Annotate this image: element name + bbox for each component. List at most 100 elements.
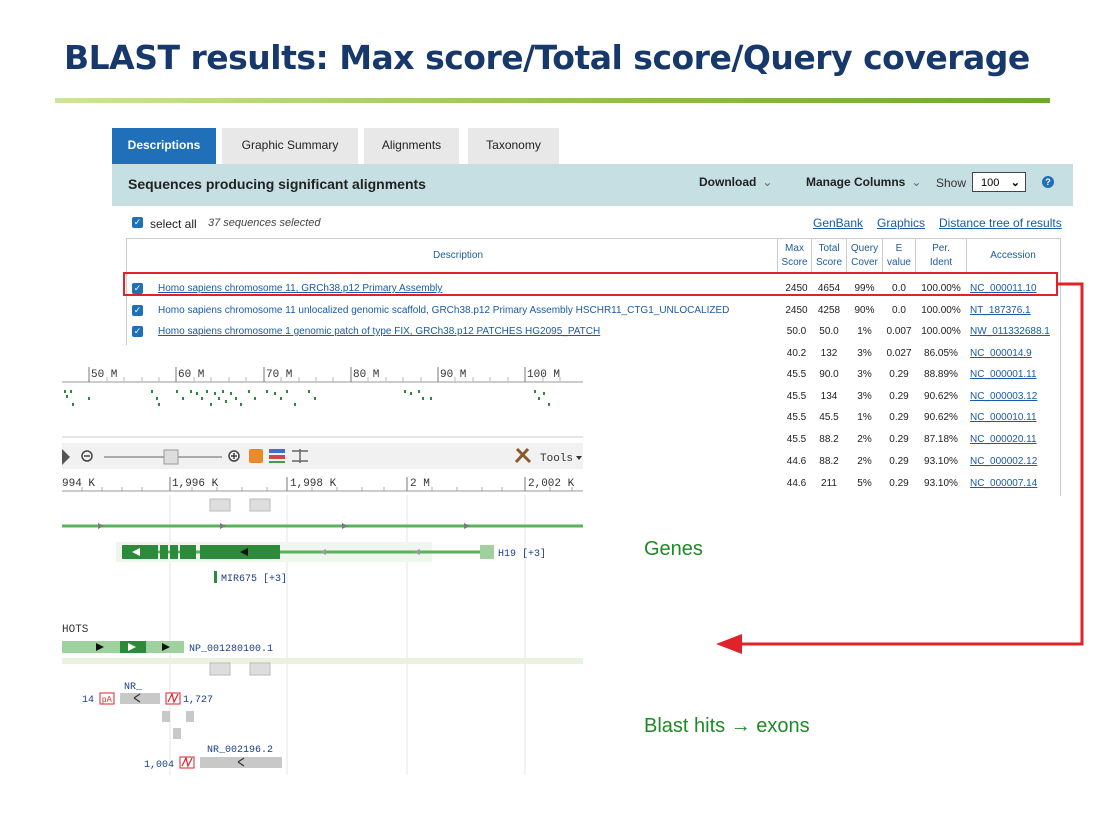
tab-taxonomy[interactable]: Taxonomy [468,128,559,164]
zoom-slider-handle[interactable] [163,449,179,465]
protein-label[interactable]: NP_001280100.1 [189,644,273,655]
zoom-tick: 2 M [410,478,430,490]
total-score-cell: 90.0 [819,369,839,380]
accession-link[interactable]: NW_011332688.1 [970,326,1050,337]
tools-icon[interactable] [514,447,532,464]
query-cover-cell: 99% [854,283,875,294]
overview-tick: 50 M [91,369,117,381]
column-divider [882,238,883,272]
graphics-link[interactable]: Graphics [877,216,926,230]
overview-hits [64,390,550,406]
per-ident-cell: 87.18% [924,434,958,445]
col-total-score[interactable]: Total Score [812,242,846,270]
sequence-view-icon[interactable] [249,449,263,463]
collapse-icon[interactable] [292,449,308,463]
col-query-cover[interactable]: Query Cover [847,242,882,270]
accession-link[interactable]: NC_000010.11 [970,412,1037,423]
genome-viewer-graphic: 50 M 60 M 70 M 80 M 90 M 100 M [62,345,583,775]
polya-icon [99,692,115,705]
total-score-cell: 134 [820,391,838,402]
table-row[interactable]: 44.6 88.2 2% 0.29 93.10% NC_000002.12 [126,451,1059,473]
genbank-link[interactable]: GenBank [813,216,864,230]
pan-arrow-icon[interactable] [62,449,70,465]
query-cover-cell: 1% [857,412,872,423]
scroll-left-button[interactable] [209,662,231,676]
row-description-link[interactable]: Homo sapiens chromosome 1 genomic patch … [158,326,601,337]
col-accession[interactable]: Accession [990,250,1036,261]
accession-link[interactable]: NC_000014.9 [970,348,1032,359]
table-row[interactable]: 45.5 90.0 3% 0.29 88.89% NC_000001.11 [126,364,1059,386]
scroll-left-button[interactable] [209,498,231,512]
table-row[interactable]: 45.5 45.5 1% 0.29 90.62% NC_000010.11 [126,407,1059,429]
col-per-ident-line1: Per. [932,243,950,254]
chevron-down-icon [576,456,582,460]
per-ident-cell: 86.05% [924,348,958,359]
overview-tick: 60 M [178,369,204,381]
tab-alignments[interactable]: Alignments [364,128,459,164]
row-checkbox[interactable]: ✓ [132,283,143,294]
query-cover-cell: 3% [857,348,872,359]
nr-002196-label[interactable]: NR_002196.2 [207,745,273,756]
column-divider [846,238,847,272]
gene-mir675-label[interactable]: MIR675 [+3] [221,573,287,585]
distance-tree-link[interactable]: Distance tree of results [939,216,1062,230]
download-menu[interactable]: Download ⌄ [699,175,772,189]
scroll-right-button[interactable] [249,662,271,676]
nr-label[interactable]: NR_ [124,682,143,693]
table-row[interactable]: 45.5 88.2 2% 0.29 87.18% NC_000020.11 [126,429,1059,451]
row-description-link[interactable]: Homo sapiens chromosome 11 unlocalized g… [158,305,730,316]
select-all-label: select all [150,217,197,231]
per-ident-cell: 100.00% [921,305,961,316]
accession-link[interactable]: NC_000020.11 [970,434,1037,445]
zoom-out-icon[interactable] [81,450,93,462]
row-description-link[interactable]: Homo sapiens chromosome 11, GRCh38.p12 P… [158,283,443,294]
col-description[interactable]: Description [432,250,484,261]
table-row[interactable]: ✓ Homo sapiens chromosome 11, GRCh38.p12… [126,278,1059,300]
accession-link[interactable]: NC_000002.12 [970,456,1038,467]
show-count-select[interactable]: 100 ⌄ [972,172,1026,192]
table-row[interactable]: 44.6 211 5% 0.29 93.10% NC_000007.14 [126,473,1059,495]
col-per-ident[interactable]: Per. Ident [916,242,966,270]
table-row[interactable]: ✓ Homo sapiens chromosome 11 unlocalized… [126,300,1059,322]
tab-descriptions[interactable]: Descriptions [112,128,216,164]
column-divider [966,238,967,272]
e-value-cell: 0.0 [892,283,906,294]
e-value-cell: 0.29 [889,456,909,467]
total-score-cell: 4258 [817,305,841,316]
gene-h19-label[interactable]: H19 [+3] [498,548,546,560]
row-checkbox[interactable]: ✓ [132,305,143,316]
per-ident-cell: 90.62% [924,412,958,423]
tracks-icon[interactable] [269,449,285,453]
col-max-score[interactable]: Max Score [778,242,811,270]
manage-columns-label: Manage Columns [806,175,906,189]
svg-text:pA: pA [102,695,112,704]
select-all-checkbox[interactable]: ✓ [132,217,143,228]
total-score-cell: 211 [821,478,837,489]
accession-link[interactable]: NT_187376.1 [970,305,1031,316]
zoom-in-icon[interactable] [228,450,240,462]
track-label: HOTS [62,624,89,636]
tools-menu[interactable]: Tools [540,453,573,465]
e-value-cell: 0.0 [892,305,906,316]
title-underline [55,98,1050,103]
scroll-right-button[interactable] [249,498,271,512]
accession-link[interactable]: NC_000003.12 [970,391,1038,402]
tab-graphic-summary[interactable]: Graphic Summary [222,128,358,164]
download-label: Download [699,175,757,189]
genome-viewer: 50 M 60 M 70 M 80 M 90 M 100 M [62,345,583,775]
total-score-cell: 45.5 [819,412,839,423]
row-checkbox[interactable]: ✓ [132,326,143,337]
genes-label: Genes [644,538,703,560]
accession-link[interactable]: NC_000011.10 [970,283,1037,294]
accession-link[interactable]: NC_000001.11 [970,369,1037,380]
max-score-cell: 2450 [785,283,808,294]
col-total-score-line1: Total [818,243,840,254]
table-row[interactable]: ✓ Homo sapiens chromosome 1 genomic patc… [126,321,1059,343]
help-icon[interactable]: ? [1042,176,1054,188]
manage-columns-menu[interactable]: Manage Columns ⌄ [806,175,921,189]
accession-link[interactable]: NC_000007.14 [970,478,1038,489]
table-row[interactable]: 45.5 134 3% 0.29 90.62% NC_000003.12 [126,386,1059,408]
column-divider [811,238,812,272]
